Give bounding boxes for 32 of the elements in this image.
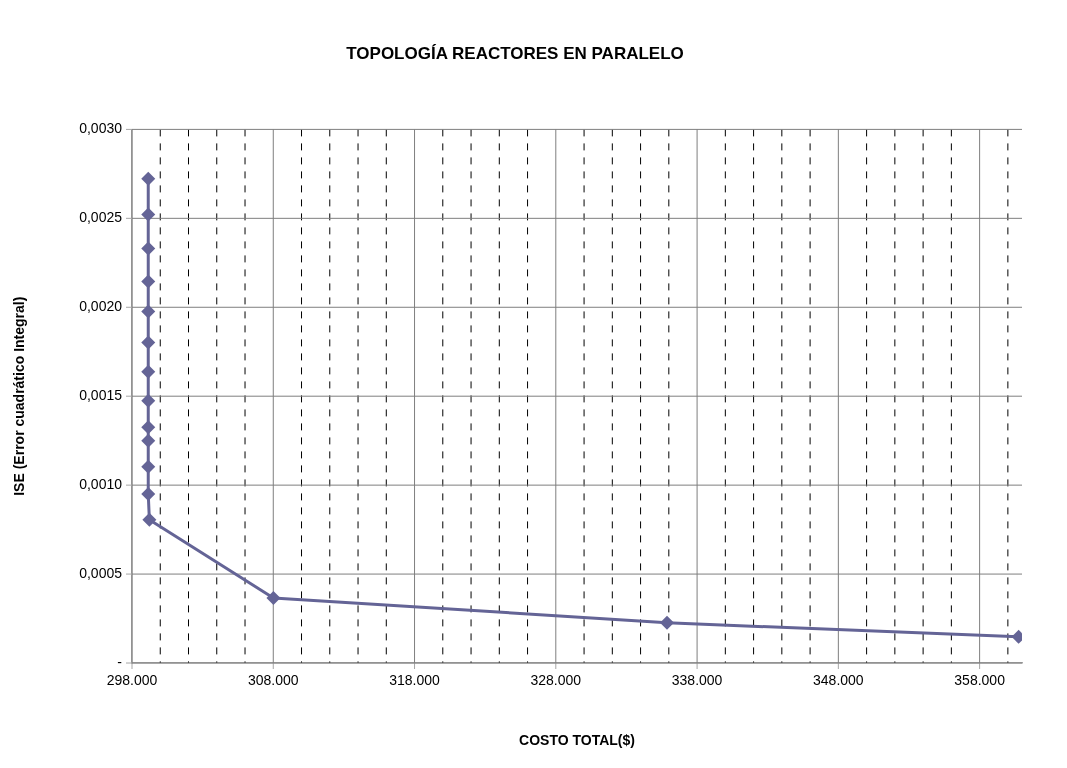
point (141, 433, 156, 448)
x-tick-label: 348.000 (813, 672, 864, 689)
point (141, 364, 156, 379)
y-axis-title: ISE (Error cuadrático Integral) (11, 296, 28, 496)
y-tick-label: 0,0025 (79, 209, 123, 226)
point (141, 304, 156, 319)
y-tick-label: - (117, 653, 123, 670)
point (141, 487, 156, 502)
x-axis-title: COSTO TOTAL($) (519, 732, 635, 749)
point (266, 590, 281, 605)
point (141, 335, 156, 350)
y-tick-label: 0,0015 (79, 387, 123, 404)
point (141, 393, 156, 408)
y-tick-label: 0,0030 (79, 120, 123, 137)
x-tick-label: 338.000 (671, 672, 723, 689)
x-tick-label: 298.000 (106, 672, 158, 689)
x-tick-label: 318.000 (389, 672, 441, 689)
point (141, 171, 156, 186)
y-tick-label: 0,0005 (79, 564, 123, 581)
y-tick-label: 0,0010 (79, 475, 123, 492)
point (141, 274, 156, 289)
x-tick-label: 308.000 (247, 672, 299, 689)
chart-title: TOPOLOGÍA REACTORES EN PARALELO (346, 43, 684, 63)
x-tick-label: 358.000 (954, 672, 1006, 689)
point (659, 615, 674, 630)
point (142, 512, 157, 527)
point (141, 241, 156, 256)
point (141, 459, 156, 474)
point (141, 207, 156, 222)
y-tick-label: 0,0020 (79, 298, 123, 315)
x-tick-label: 328.000 (530, 672, 582, 689)
point (141, 420, 156, 435)
